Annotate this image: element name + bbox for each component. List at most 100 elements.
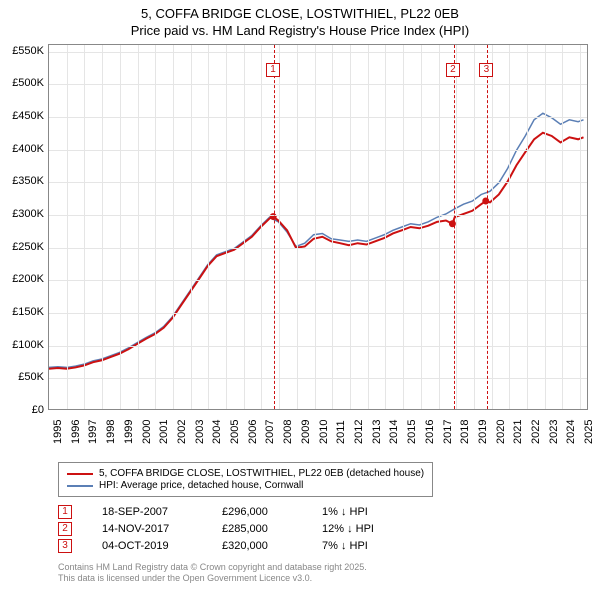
legend-item: 5, COFFA BRIDGE CLOSE, LOSTWITHIEL, PL22… [67,468,424,479]
grid-line [173,45,174,409]
grid-line [49,346,587,347]
series-price_paid [49,133,584,369]
grid-line [49,215,587,216]
footer-attribution: Contains HM Land Registry data © Crown c… [58,562,367,584]
y-axis-label: £300K [12,208,44,220]
grid-line [403,45,404,409]
y-axis-label: £200K [12,273,44,285]
x-axis-label: 2020 [495,420,507,444]
grid-line [580,45,581,409]
grid-line [155,45,156,409]
grid-line [138,45,139,409]
chart-title: 5, COFFA BRIDGE CLOSE, LOSTWITHIEL, PL22… [0,0,600,40]
x-axis-label: 2025 [583,420,595,444]
transactions-table: 118-SEP-2007£296,0001% ↓ HPI214-NOV-2017… [58,502,412,556]
grid-line [279,45,280,409]
grid-line [315,45,316,409]
grid-line [49,182,587,183]
footer-line2: This data is licensed under the Open Gov… [58,573,367,584]
grid-line [421,45,422,409]
transaction-row: 2 14-NOV-2017 £285,000 12% ↓ HPI [58,522,412,536]
grid-line [49,150,587,151]
grid-line [49,313,587,314]
marker-vline [487,45,488,409]
legend-label: HPI: Average price, detached house, Corn… [99,480,303,491]
plot-area [48,44,588,410]
legend-item: HPI: Average price, detached house, Corn… [67,480,424,491]
x-axis-label: 2015 [406,420,418,444]
transaction-row: 3 04-OCT-2019 £320,000 7% ↓ HPI [58,539,412,553]
y-axis-label: £450K [12,110,44,122]
x-axis-label: 1997 [87,420,99,444]
legend-swatch [67,485,93,487]
x-axis-label: 1998 [105,420,117,444]
x-axis-label: 1999 [123,420,135,444]
grid-line [67,45,68,409]
transaction-row: 118-SEP-2007£296,0001% ↓ HPI [58,505,412,519]
transaction-marker: 1 [58,505,72,519]
transaction-price: £285,000 [222,523,292,535]
x-axis-label: 2002 [176,420,188,444]
y-axis-label: £550K [12,45,44,57]
x-axis-label: 1996 [70,420,82,444]
transaction-pct: 12% ↓ HPI [322,523,412,535]
grid-line [492,45,493,409]
grid-line [368,45,369,409]
grid-line [509,45,510,409]
x-axis-label: 2005 [229,420,241,444]
grid-line [244,45,245,409]
x-axis-label: 2004 [211,420,223,444]
x-axis-label: 2024 [565,420,577,444]
grid-line [332,45,333,409]
y-axis-label: £500K [12,77,44,89]
footer-line1: Contains HM Land Registry data © Crown c… [58,562,367,573]
y-axis-label: £150K [12,306,44,318]
x-axis-label: 2019 [477,420,489,444]
grid-line [49,84,587,85]
transaction-pct: 1% ↓ HPI [322,506,412,518]
x-axis-label: 2010 [318,420,330,444]
series-hpi [49,113,584,367]
transaction-pct: 7% ↓ HPI [322,540,412,552]
transaction-date: 04-OCT-2019 [102,540,192,552]
legend-swatch [67,473,93,475]
chart-container: 5, COFFA BRIDGE CLOSE, LOSTWITHIEL, PL22… [0,0,600,590]
x-axis-label: 2007 [264,420,276,444]
x-axis-label: 2001 [158,420,170,444]
x-axis-label: 2009 [300,420,312,444]
x-axis-label: 2013 [371,420,383,444]
transaction-date: 18-SEP-2007 [102,506,192,518]
grid-line [226,45,227,409]
y-axis-label: £250K [12,241,44,253]
grid-line [49,52,587,53]
transaction-date: 14-NOV-2017 [102,523,192,535]
grid-line [474,45,475,409]
legend: 5, COFFA BRIDGE CLOSE, LOSTWITHIEL, PL22… [58,462,433,497]
grid-line [49,280,587,281]
grid-line [49,378,587,379]
grid-line [49,117,587,118]
x-axis-label: 1995 [52,420,64,444]
y-axis-label: £50K [18,371,44,383]
transaction-price: £320,000 [222,540,292,552]
y-axis-label: £100K [12,339,44,351]
x-axis-label: 2018 [459,420,471,444]
grid-line [208,45,209,409]
grid-line [297,45,298,409]
grid-line [191,45,192,409]
marker-box: 2 [446,63,460,77]
grid-line [49,248,587,249]
x-axis-label: 2022 [530,420,542,444]
grid-line [456,45,457,409]
grid-line [545,45,546,409]
x-axis-label: 2008 [282,420,294,444]
transaction-marker: 3 [58,539,72,553]
x-axis-label: 2003 [194,420,206,444]
x-axis-label: 2011 [335,420,347,444]
transaction-marker: 2 [58,522,72,536]
grid-line [385,45,386,409]
marker-box: 3 [479,63,493,77]
grid-line [350,45,351,409]
y-axis-label: £350K [12,175,44,187]
x-axis-label: 2017 [442,420,454,444]
